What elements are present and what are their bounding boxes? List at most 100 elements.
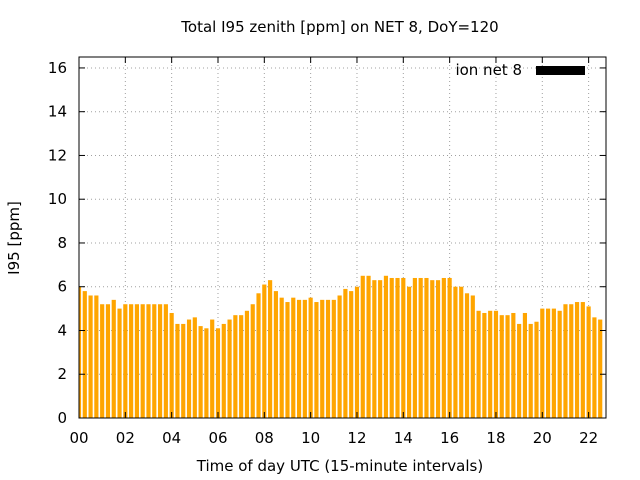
- bar: [117, 308, 122, 418]
- y-tick-label: 10: [48, 190, 67, 208]
- x-tick-label: 16: [440, 429, 459, 447]
- bar: [534, 321, 539, 418]
- bar: [447, 277, 452, 418]
- bar: [349, 291, 354, 418]
- bar: [221, 323, 226, 418]
- y-tick-label: 2: [57, 365, 67, 383]
- bar: [383, 275, 389, 418]
- bar: [88, 295, 93, 418]
- bar: [256, 293, 261, 418]
- legend: ion net 8: [455, 61, 585, 79]
- bar: [320, 299, 325, 418]
- bar: [279, 297, 284, 418]
- bar: [453, 286, 458, 418]
- bar: [574, 302, 580, 418]
- bar: [435, 280, 441, 418]
- bar: [540, 308, 545, 418]
- x-tick-label: 20: [533, 429, 552, 447]
- x-tick-label: 18: [486, 429, 505, 447]
- bar: [424, 277, 429, 418]
- y-tick-label: 14: [48, 103, 67, 121]
- bar: [186, 319, 192, 418]
- bar: [517, 323, 522, 418]
- bar: [366, 275, 371, 418]
- chart-title: Total I95 zenith [ppm] on NET 8, DoY=120: [180, 18, 498, 36]
- bar: [215, 328, 221, 418]
- x-tick-label: 22: [579, 429, 598, 447]
- y-tick-label: 16: [48, 59, 67, 77]
- bar: [401, 277, 406, 418]
- x-axis-label: Time of day UTC (15-minute intervals): [196, 457, 483, 475]
- legend-swatch: [536, 66, 585, 75]
- bar: [181, 323, 186, 418]
- bar: [389, 277, 394, 418]
- bar: [79, 286, 82, 418]
- bar: [395, 277, 400, 418]
- bar: [592, 317, 597, 418]
- bar: [291, 297, 296, 418]
- legend-label: ion net 8: [455, 61, 522, 79]
- bar: [418, 277, 423, 418]
- bar: [268, 280, 273, 418]
- y-axis-label: I95 [ppm]: [5, 201, 23, 275]
- bar: [505, 315, 510, 418]
- bar: [499, 315, 504, 418]
- x-tick-label: 08: [255, 429, 274, 447]
- bar: [378, 280, 383, 418]
- y-tick-label: 12: [48, 146, 67, 164]
- bar: [146, 304, 151, 418]
- bar: [511, 312, 516, 418]
- bar: [557, 310, 562, 418]
- bar: [244, 310, 250, 418]
- bar: [210, 319, 215, 418]
- bar: [546, 308, 551, 418]
- bar: [94, 295, 99, 418]
- bar: [325, 299, 331, 418]
- bar: [488, 310, 493, 418]
- bar: [123, 304, 128, 418]
- bar: [302, 299, 307, 418]
- bar: [157, 304, 163, 418]
- bar: [598, 319, 603, 418]
- bar: [482, 312, 487, 418]
- bar: [354, 286, 360, 418]
- bar: [285, 302, 290, 418]
- bar: [441, 277, 446, 418]
- bar: [192, 317, 197, 418]
- bar: [296, 299, 302, 418]
- bar: [175, 323, 180, 418]
- bar: [331, 299, 336, 418]
- bar: [407, 286, 412, 418]
- bar: [343, 288, 348, 418]
- bar: [129, 304, 134, 418]
- bar: [308, 297, 313, 418]
- x-tick-label: 14: [394, 429, 413, 447]
- bar: [360, 275, 365, 418]
- y-tick-label: 4: [57, 321, 67, 339]
- bar: [464, 293, 470, 418]
- x-tick-label: 04: [162, 429, 181, 447]
- bar: [134, 304, 139, 418]
- bar: [105, 304, 111, 418]
- x-tick-label: 02: [116, 429, 135, 447]
- y-tick-label: 8: [57, 234, 67, 252]
- bar: [152, 304, 157, 418]
- bar: [314, 302, 319, 418]
- bar: [430, 280, 435, 418]
- bar: [204, 328, 209, 418]
- bar: [586, 306, 591, 418]
- bar: [227, 319, 232, 418]
- bar: [563, 304, 568, 418]
- bar: [250, 304, 255, 418]
- bar: [412, 277, 417, 418]
- bar: [163, 304, 168, 418]
- bar: [82, 291, 87, 418]
- bar: [569, 304, 574, 418]
- bar: [493, 310, 499, 418]
- x-tick-label: 06: [208, 429, 227, 447]
- bar: [337, 295, 342, 418]
- bar: [551, 308, 556, 418]
- bar: [522, 312, 528, 418]
